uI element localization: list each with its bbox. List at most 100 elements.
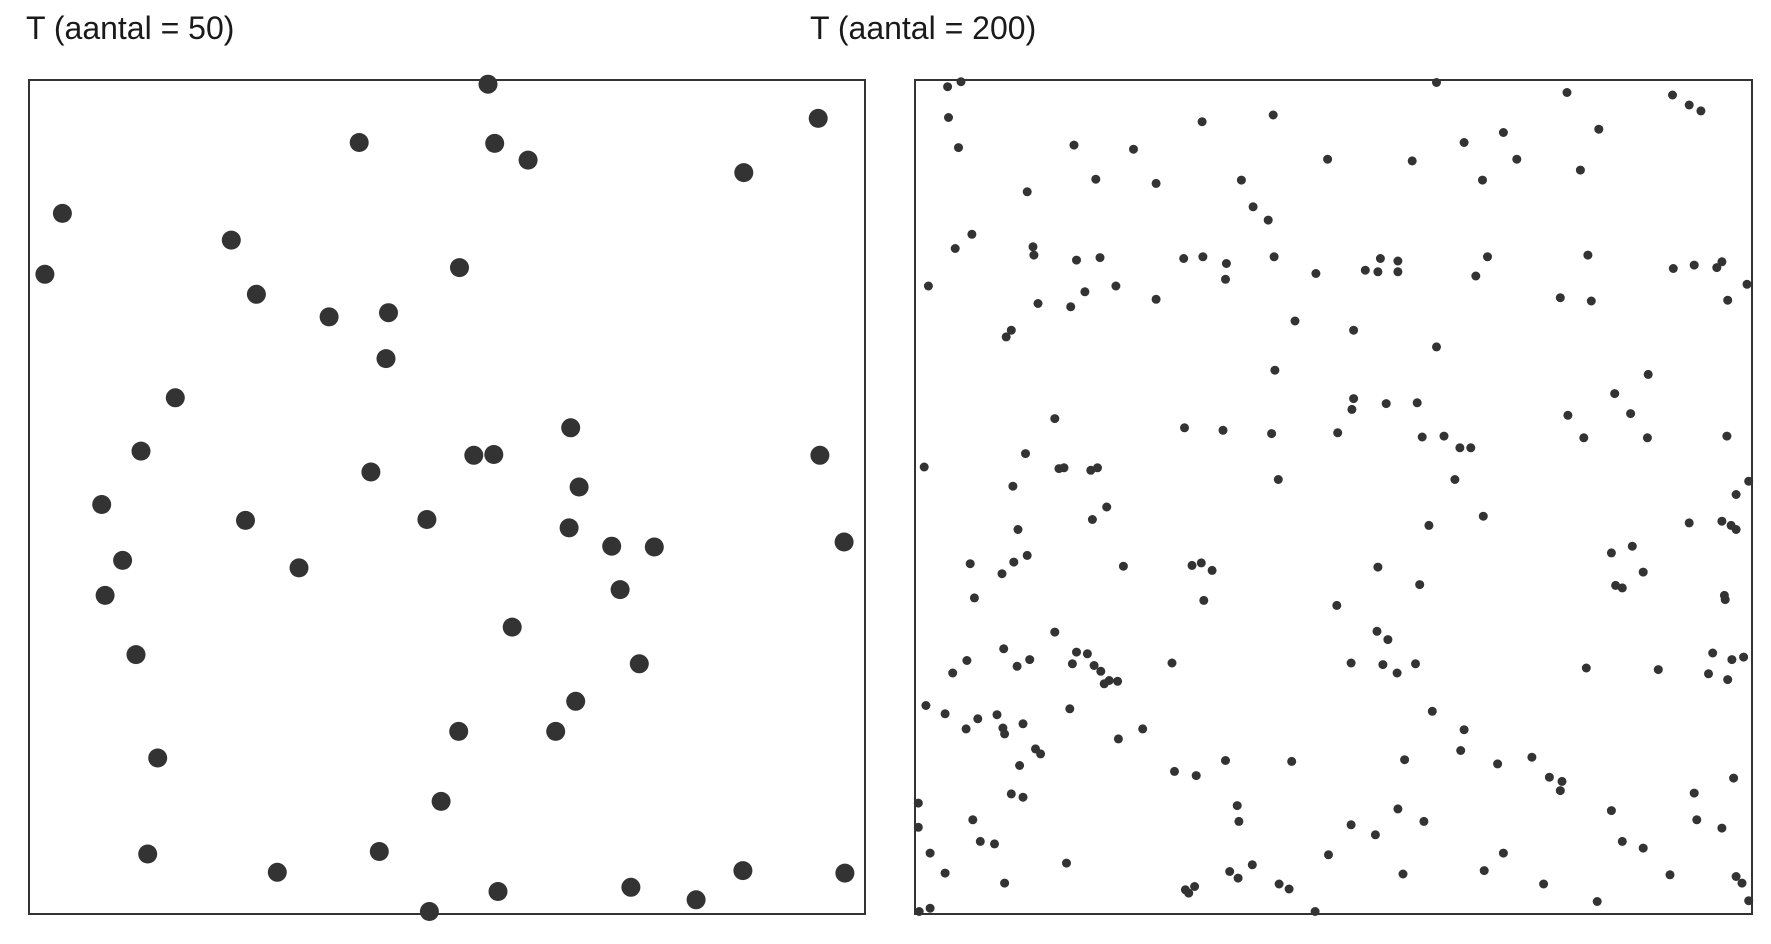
left-data-point — [518, 150, 538, 170]
right-data-point — [1021, 449, 1030, 459]
left-data-point — [602, 536, 622, 556]
panel-left: T (aantal = 50) — [0, 0, 885, 944]
scatter-plot-right — [913, 77, 1754, 916]
right-data-point — [1091, 174, 1101, 184]
right-data-point — [1087, 515, 1097, 524]
right-data-point — [1018, 719, 1028, 729]
left-data-point — [361, 462, 381, 482]
right-data-point — [1225, 867, 1235, 876]
right-data-point — [1723, 295, 1733, 305]
right-plot-frame — [914, 79, 1753, 915]
right-data-point — [1191, 771, 1201, 781]
left-data-point — [464, 445, 484, 465]
panel-right: T (aantal = 200) — [810, 0, 1771, 944]
right-data-point — [1737, 878, 1747, 888]
right-data-point — [997, 569, 1007, 579]
right-data-point — [1066, 302, 1076, 312]
right-data-point — [1744, 476, 1754, 486]
right-data-point — [1689, 260, 1699, 270]
right-data-point — [1346, 820, 1356, 830]
left-data-point — [478, 74, 498, 94]
right-data-point — [1393, 256, 1403, 266]
right-data-point — [1493, 759, 1503, 769]
right-data-point — [1373, 562, 1383, 572]
right-data-point — [1287, 756, 1297, 766]
right-data-point — [1723, 675, 1733, 685]
right-data-point — [1197, 117, 1207, 127]
right-data-point — [1198, 252, 1208, 262]
left-data-point — [450, 258, 469, 278]
right-data-point — [1138, 724, 1148, 734]
right-data-point — [1221, 259, 1231, 268]
left-data-point — [488, 882, 508, 901]
right-data-point — [1129, 144, 1138, 154]
right-data-point — [1606, 806, 1616, 816]
right-data-point — [1638, 567, 1648, 577]
right-data-point — [1606, 548, 1616, 558]
right-data-point — [1006, 789, 1016, 799]
right-data-point — [1411, 659, 1420, 669]
left-data-point — [559, 518, 579, 538]
right-data-point — [1025, 655, 1035, 665]
right-data-point — [1050, 414, 1060, 424]
right-data-point — [1731, 490, 1741, 499]
right-data-point — [1018, 792, 1028, 802]
left-data-point — [733, 861, 753, 881]
right-data-point — [1720, 595, 1730, 605]
right-data-point — [1381, 399, 1391, 409]
left-data-point — [113, 550, 133, 570]
right-data-point — [1419, 816, 1429, 826]
right-data-point — [1022, 550, 1032, 560]
right-data-point — [1001, 332, 1011, 342]
right-data-point — [1372, 626, 1382, 636]
left-data-point — [686, 890, 706, 910]
right-data-point — [1028, 242, 1038, 252]
right-data-point — [1744, 896, 1754, 906]
right-data-point — [1527, 752, 1537, 762]
right-data-point — [1236, 175, 1246, 185]
right-data-point — [1332, 600, 1342, 610]
right-data-point — [1248, 202, 1258, 212]
right-data-point — [1392, 668, 1402, 678]
right-data-point — [1727, 655, 1737, 665]
right-data-point — [1284, 884, 1294, 894]
right-data-point — [1692, 815, 1702, 825]
left-data-point — [546, 721, 566, 741]
left-data-point — [92, 495, 112, 514]
right-data-point — [1594, 124, 1604, 134]
right-data-point — [1349, 325, 1359, 335]
right-data-point — [990, 839, 999, 849]
right-data-point — [948, 668, 958, 678]
left-data-point — [485, 133, 505, 153]
right-data-point — [1684, 100, 1694, 110]
left-data-point — [126, 645, 146, 665]
left-data-point — [810, 445, 830, 465]
right-data-point — [1170, 766, 1179, 776]
right-data-point — [1432, 342, 1441, 352]
right-data-point — [1378, 660, 1388, 670]
right-data-point — [1393, 804, 1403, 814]
right-data-point — [1653, 665, 1663, 675]
right-data-point — [1080, 287, 1090, 297]
left-data-point — [221, 230, 241, 250]
right-data-point — [1398, 869, 1408, 879]
left-data-point — [834, 532, 854, 552]
right-data-point — [962, 656, 972, 665]
right-data-point — [1311, 269, 1321, 278]
left-data-point — [131, 441, 151, 461]
right-data-point — [1544, 772, 1554, 782]
right-data-point — [969, 593, 979, 603]
right-data-point — [1221, 274, 1230, 284]
right-data-point — [1022, 187, 1032, 197]
right-data-point — [1708, 648, 1718, 658]
left-data-point — [629, 654, 649, 674]
right-data-point — [913, 798, 923, 808]
left-data-point — [566, 691, 586, 711]
right-data-point — [1459, 725, 1469, 735]
right-data-point — [1333, 428, 1343, 438]
right-data-point — [1167, 658, 1177, 668]
right-data-point — [973, 714, 983, 724]
right-data-point — [1512, 154, 1522, 164]
right-data-point — [1483, 252, 1492, 262]
right-data-point — [1234, 816, 1244, 826]
